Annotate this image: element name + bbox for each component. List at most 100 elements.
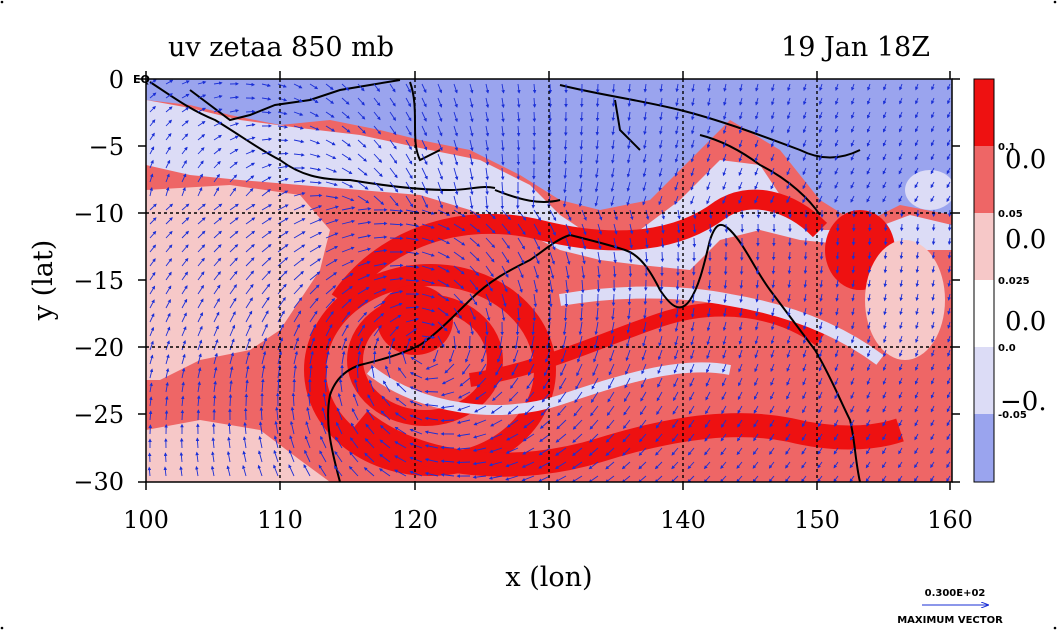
wind-vector [549,251,555,265]
wind-vector [641,363,647,375]
wind-vector [659,111,663,121]
wind-vector [595,111,600,122]
wind-vector [197,284,204,295]
wind-vector [675,97,679,107]
wind-vector [309,310,318,323]
wind-vector [149,187,153,197]
wind-vector [357,111,366,120]
wind-vector [608,377,615,390]
wind-vector [213,298,220,309]
wind-vector [293,204,306,211]
wind-vector [638,475,647,482]
wind-vector [421,337,427,351]
wind-vector [165,186,170,197]
y-tick-label: −30 [73,468,124,496]
wind-vector [245,297,253,309]
wind-vector [425,363,439,370]
wind-vector [485,237,496,248]
wind-vector [149,159,154,169]
y-tick-label: −15 [73,267,124,295]
wind-vector [373,83,381,93]
wind-vector [424,458,439,463]
wind-vector [559,377,567,390]
wind-vector [245,123,256,127]
wind-vector [674,139,679,149]
wind-vector [481,349,487,363]
wind-vector [354,378,359,393]
wind-vector [320,421,327,435]
wind-vector [642,335,647,347]
wind-vector [405,195,414,208]
wind-vector [273,435,279,449]
wind-vector [277,323,284,337]
wind-vector [627,307,631,320]
wind-vector [325,205,339,211]
wind-vector [257,464,263,477]
wind-vector [245,217,256,225]
wind-vector [497,349,503,363]
wind-vector [538,475,551,482]
wind-vector [309,83,319,90]
wind-vector [579,167,583,179]
wind-vector [437,167,443,181]
wind-vector [261,217,272,225]
wind-vector [558,391,567,403]
wind-vector [549,223,556,236]
wind-vector [501,97,505,109]
wind-vector [364,452,375,463]
x-tick-label: 130 [526,506,572,534]
wind-vector [595,307,599,321]
spiral-band-south [352,410,904,477]
wind-vector [181,285,188,295]
wind-vector [303,464,311,477]
wind-vector [465,349,471,363]
wind-vector [642,153,647,164]
wind-vector [485,181,489,195]
wind-vector [674,195,679,205]
wind-vector [181,339,187,351]
wind-vector [437,307,449,317]
wind-vector [476,377,487,388]
wind-vector [453,321,460,335]
wind-vector [293,153,305,157]
wind-vector [165,326,171,337]
wind-vector [242,465,247,477]
wind-vector [590,391,599,403]
wind-vector [394,441,407,449]
wind-vector [293,191,306,197]
wind-vector [149,326,155,337]
wind-vector [245,243,255,253]
wind-vector [373,248,388,253]
wind-vector [364,438,375,449]
wind-vector [424,403,439,407]
wind-vector [506,433,519,441]
wind-vector [261,204,272,211]
wind-vector [149,313,155,323]
wind-vector [319,450,327,463]
wind-vector [576,363,583,377]
wind-vector [501,153,505,166]
wind-vector [389,222,404,227]
wind-vector [642,167,647,178]
wind-vector [309,218,323,225]
wind-vector [488,461,503,467]
wind-vector [261,296,270,309]
wind-vector [533,293,538,308]
wind-vector [588,475,599,482]
wind-vector [453,265,465,275]
wind-vector [245,204,256,211]
wind-vector [593,335,599,349]
wind-vector [229,244,239,253]
wind-vector [396,382,407,393]
wind-vector [197,147,205,155]
wind-vector [405,167,413,180]
wind-vector [289,435,295,449]
wind-vector [341,125,351,133]
wind-vector [341,181,354,188]
wind-vector [485,97,490,109]
wind-vector [213,81,223,85]
wind-vector [357,261,371,267]
wind-vector [245,270,255,281]
wind-vector [405,209,420,214]
wind-vector [724,223,729,233]
